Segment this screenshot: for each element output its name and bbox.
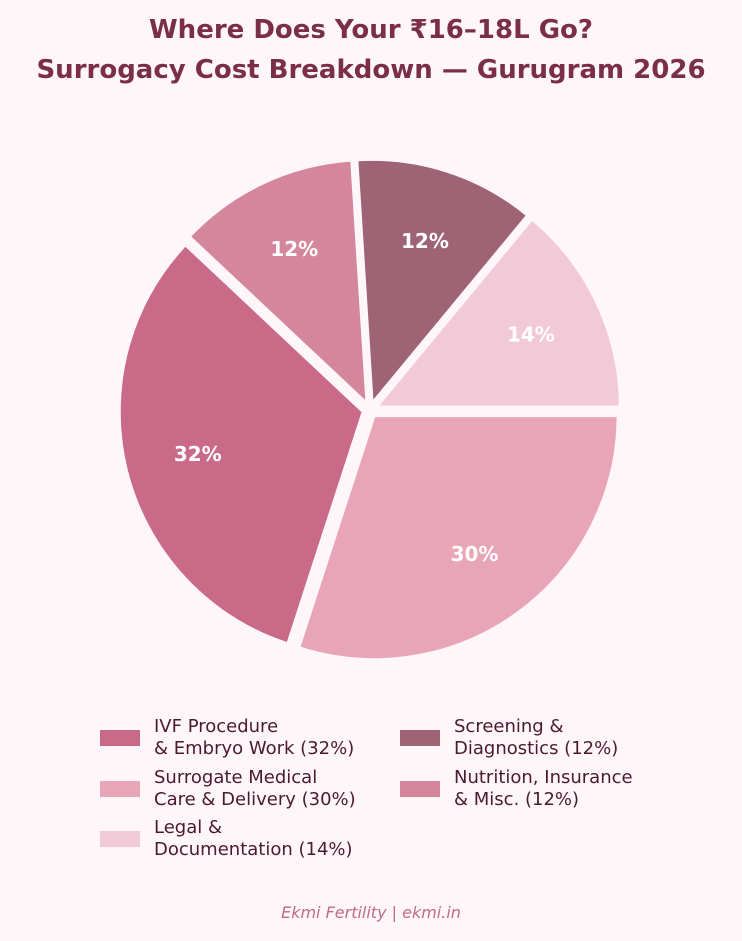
- pie-slice: [187, 158, 369, 406]
- legend-item-surrogate-care: Surrogate Medical Care & Delivery (30%): [100, 767, 356, 811]
- legend-label: Documentation (14%): [154, 839, 353, 860]
- pie-slice: [117, 243, 365, 646]
- legend-swatch: [100, 781, 140, 797]
- chart-subtitle: Surrogacy Cost Breakdown — Gurugram 2026: [36, 55, 706, 85]
- legend-item-ivf: IVF Procedure & Embryo Work (32%): [100, 716, 354, 760]
- legend-swatch: [100, 730, 140, 746]
- legend-swatch: [100, 831, 140, 847]
- legend-item-screening: Screening & Diagnostics (12%): [400, 716, 618, 760]
- footer-credit: Ekmi Fertility | ekmi.in: [281, 903, 461, 922]
- legend-label: Care & Delivery (30%): [154, 789, 356, 810]
- legend-label: & Embryo Work (32%): [154, 738, 355, 759]
- legend-label: Surrogate Medical: [154, 767, 318, 788]
- legend-label: Diagnostics (12%): [454, 738, 619, 759]
- pie-slice: [374, 217, 622, 409]
- slice-value-label: 30%: [451, 542, 499, 566]
- legend-label: Nutrition, Insurance: [454, 767, 633, 788]
- slice-value-label: 12%: [270, 237, 318, 261]
- slice-value-label: 12%: [401, 229, 449, 253]
- legend-label: IVF Procedure: [154, 716, 279, 737]
- chart-title: Where Does Your ₹16–18L Go?: [149, 15, 593, 45]
- legend-swatch: [400, 781, 440, 797]
- legend: IVF Procedure & Embryo Work (32%) Surrog…: [100, 716, 660, 866]
- pie-slice: [355, 157, 530, 405]
- legend-item-nutrition: Nutrition, Insurance & Misc. (12%): [400, 767, 633, 811]
- legend-swatch: [400, 730, 440, 746]
- legend-label: Screening &: [454, 716, 564, 737]
- legend-label: & Misc. (12%): [454, 789, 580, 810]
- pie-slice: [297, 414, 620, 662]
- legend-label: Legal &: [154, 817, 223, 838]
- slice-value-label: 32%: [174, 442, 222, 466]
- slice-value-label: 14%: [507, 322, 555, 346]
- legend-item-legal: Legal & Documentation (14%): [100, 817, 353, 861]
